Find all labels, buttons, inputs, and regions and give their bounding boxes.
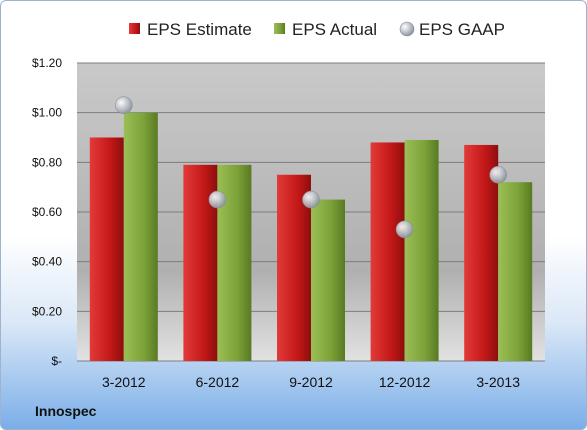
eps-estimate-bar — [89, 137, 124, 361]
y-tick-label: $0.80 — [32, 155, 62, 169]
eps-actual-bar — [498, 182, 533, 361]
x-category-label: 6-2012 — [196, 374, 240, 390]
eps-actual-bar — [123, 112, 158, 362]
eps-gaap-marker — [302, 190, 320, 209]
y-tick-label: $- — [51, 354, 62, 368]
y-tick-label: $1.00 — [32, 106, 62, 120]
eps-actual-bar — [404, 139, 439, 361]
eps-gaap-marker — [115, 96, 133, 115]
actual-legend-icon — [274, 23, 285, 34]
eps-gaap-marker — [395, 220, 414, 239]
y-axis-ticks: $- $0.20 $0.40 $0.60 $0.80 $1.00 $1.20 — [32, 56, 62, 368]
gaap-legend-icon — [399, 21, 415, 37]
x-category-label: 12-2012 — [379, 374, 431, 390]
gaap-markers — [115, 96, 508, 239]
y-tick-label: $0.40 — [32, 255, 62, 269]
y-tick-label: $0.60 — [32, 205, 62, 219]
y-tick-label: $0.20 — [32, 304, 62, 318]
legend: EPS Estimate EPS Actual EPS GAAP — [129, 20, 505, 39]
eps-gaap-marker — [208, 190, 227, 209]
legend-label: EPS Estimate — [147, 20, 252, 39]
x-category-label: 9-2012 — [289, 374, 333, 390]
estimate-legend-icon — [129, 23, 140, 34]
x-category-label: 3-2013 — [476, 374, 520, 390]
y-tick-label: $1.20 — [32, 56, 62, 70]
bars — [89, 112, 533, 362]
x-axis-categories: 3-2012 6-2012 9-2012 12-2012 3-2013 — [102, 374, 520, 390]
legend-label: EPS GAAP — [419, 20, 505, 39]
eps-actual-bar — [311, 199, 345, 361]
x-category-label: 3-2012 — [102, 374, 146, 390]
eps-gaap-marker — [489, 165, 508, 184]
eps-estimate-bar — [370, 142, 405, 361]
company-name: Innospec — [35, 403, 97, 419]
legend-label: EPS Actual — [292, 20, 377, 39]
